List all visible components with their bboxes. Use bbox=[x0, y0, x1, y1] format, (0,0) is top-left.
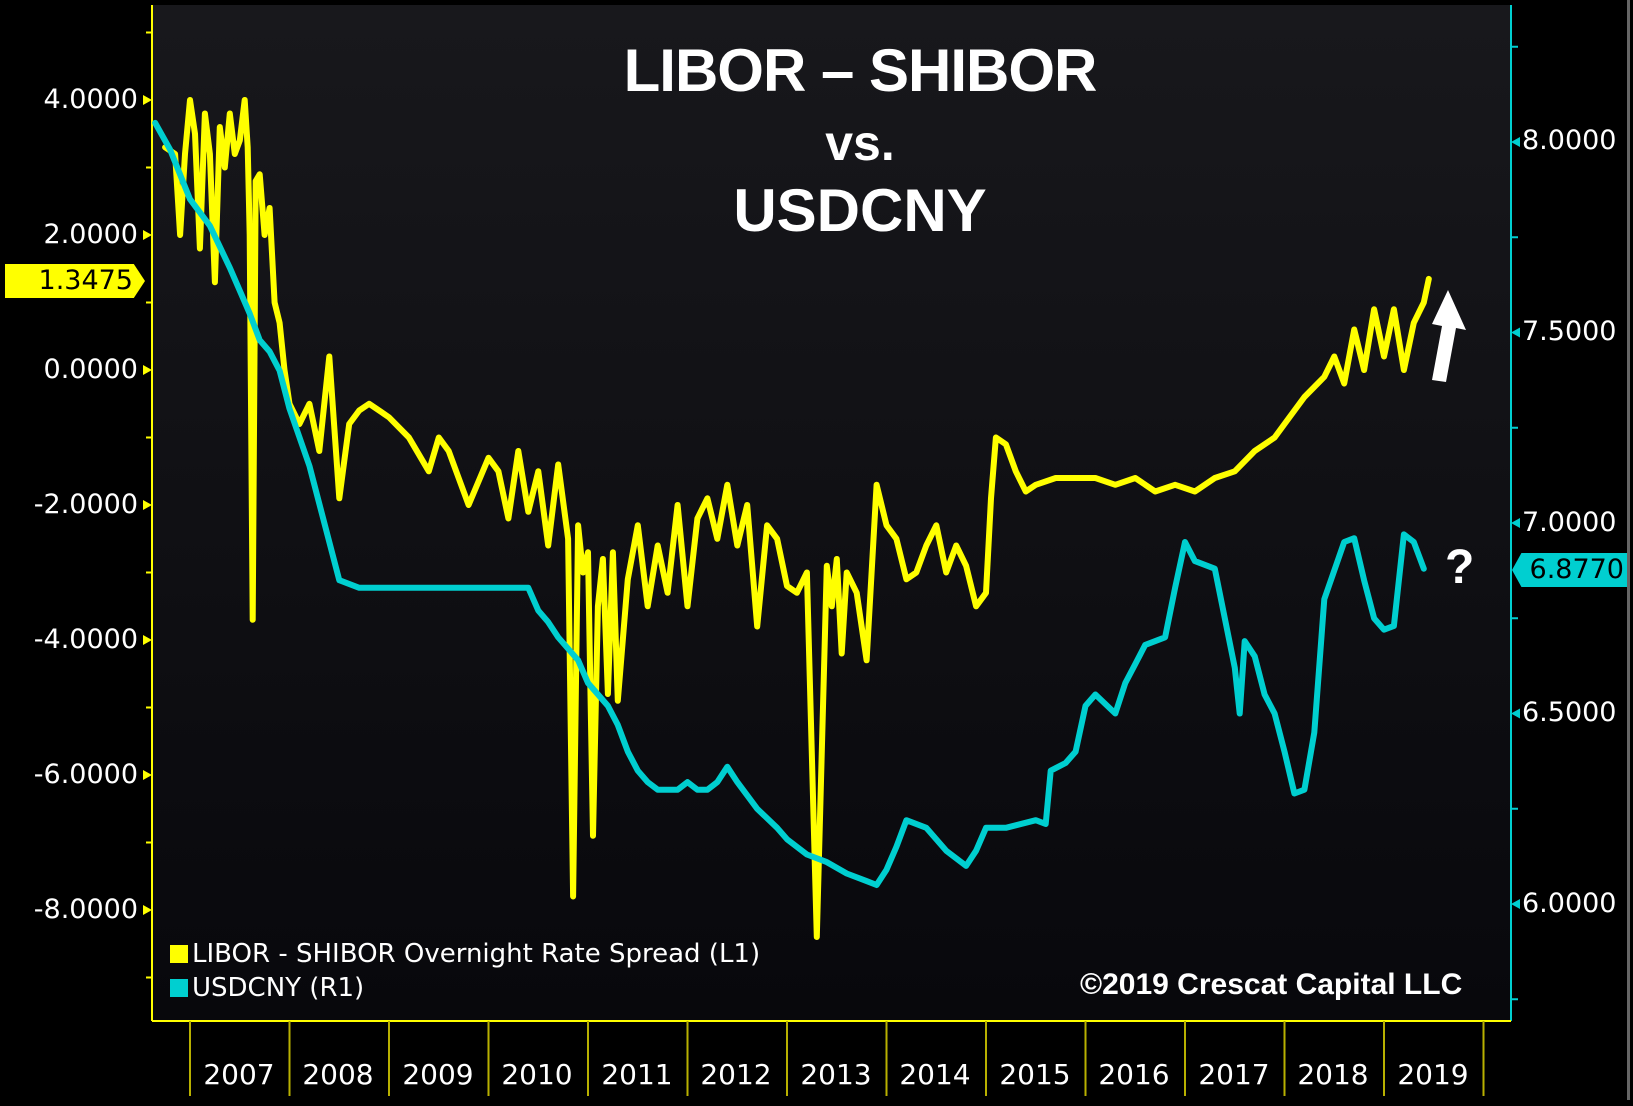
x-axis-year-label: 2016 bbox=[1098, 1058, 1170, 1091]
right-axis-tick-label: 7.0000 bbox=[1522, 507, 1617, 538]
right-axis-current-value-badge: 6.8770 bbox=[1512, 553, 1630, 587]
left-major-tick bbox=[143, 230, 152, 240]
x-axis-year-label: 2007 bbox=[203, 1058, 275, 1091]
chart-title-line3: USDCNY bbox=[733, 177, 987, 244]
x-axis-year-label: 2014 bbox=[899, 1058, 971, 1091]
x-axis-year-label: 2019 bbox=[1397, 1058, 1469, 1091]
right-major-tick bbox=[1511, 137, 1520, 147]
x-axis-year-label: 2015 bbox=[999, 1058, 1071, 1091]
left-axis-current-value-badge: 1.3475 bbox=[5, 264, 145, 298]
left-axis-tick-label: 0.0000 bbox=[43, 354, 138, 385]
chart-title-line1: LIBOR – SHIBOR bbox=[623, 37, 1098, 104]
left-axis-tick-label: -8.0000 bbox=[33, 894, 138, 925]
left-major-tick bbox=[143, 95, 152, 105]
right-major-tick bbox=[1511, 518, 1520, 528]
left-axis-tick-label: -6.0000 bbox=[33, 759, 138, 790]
right-border-line bbox=[1627, 0, 1630, 1100]
yellow-swatch-icon bbox=[170, 945, 188, 963]
up-arrow-icon bbox=[1432, 290, 1466, 382]
question-mark-annotation: ? bbox=[1445, 541, 1475, 594]
legend-label: LIBOR - SHIBOR Overnight Rate Spread (L1… bbox=[192, 939, 761, 969]
chart-title-line2: vs. bbox=[825, 115, 895, 171]
left-axis-tick-label: 2.0000 bbox=[43, 219, 138, 250]
left-major-tick bbox=[143, 500, 152, 510]
legend-item-usdcny: USDCNY (R1) bbox=[170, 971, 760, 1005]
copyright-text: ©2019 Crescat Capital LLC bbox=[1080, 968, 1463, 1001]
spread-series-line bbox=[162, 97, 1432, 940]
x-axis-year-label: 2017 bbox=[1198, 1058, 1270, 1091]
x-axis-year-label: 2011 bbox=[601, 1058, 673, 1091]
right-axis-tick-label: 8.0000 bbox=[1522, 125, 1617, 156]
left-major-tick bbox=[143, 905, 152, 915]
legend-item-spread: LIBOR - SHIBOR Overnight Rate Spread (L1… bbox=[170, 937, 760, 971]
left-axis-tick-label: -2.0000 bbox=[33, 489, 138, 520]
x-axis-year-label: 2012 bbox=[700, 1058, 772, 1091]
right-major-tick bbox=[1511, 708, 1520, 719]
left-axis-tick-label: -4.0000 bbox=[33, 624, 138, 655]
x-axis-year-label: 2009 bbox=[402, 1058, 474, 1091]
left-major-tick bbox=[143, 635, 152, 645]
legend-label: USDCNY (R1) bbox=[192, 973, 365, 1003]
left-axis-tick-label: 4.0000 bbox=[43, 84, 138, 115]
plot-area bbox=[153, 5, 1510, 1021]
cyan-swatch-icon bbox=[170, 979, 188, 997]
x-axis-year-label: 2008 bbox=[302, 1058, 374, 1091]
left-major-tick bbox=[143, 770, 152, 780]
right-major-tick bbox=[1511, 899, 1520, 909]
right-axis-tick-label: 7.5000 bbox=[1522, 316, 1617, 347]
right-major-tick bbox=[1511, 327, 1520, 338]
left-major-tick bbox=[143, 365, 152, 375]
right-axis-tick-label: 6.5000 bbox=[1522, 697, 1617, 728]
usdcny-series-line bbox=[152, 119, 1427, 888]
x-axis-year-label: 2010 bbox=[501, 1058, 573, 1091]
x-axis-year-label: 2018 bbox=[1297, 1058, 1369, 1091]
right-axis-tick-label: 6.0000 bbox=[1522, 888, 1617, 919]
legend: LIBOR - SHIBOR Overnight Rate Spread (L1… bbox=[170, 937, 760, 1005]
x-axis-year-label: 2013 bbox=[800, 1058, 872, 1091]
